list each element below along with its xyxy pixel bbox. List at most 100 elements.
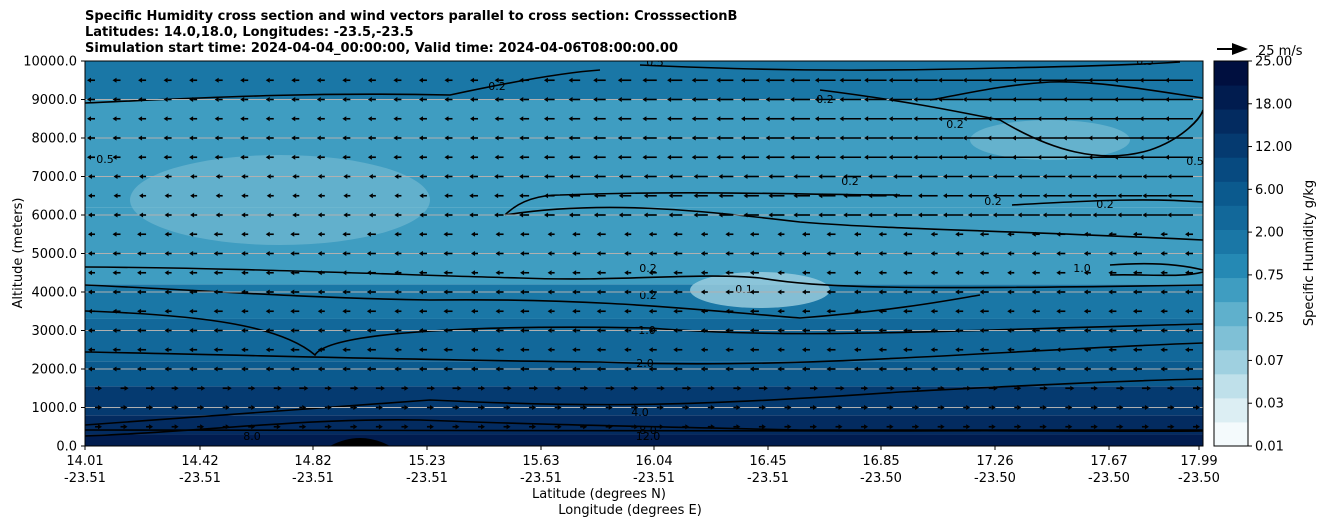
wind-vector-2-17 [519, 116, 530, 122]
wind-head [241, 174, 246, 179]
wind-head [1017, 424, 1022, 430]
wind-vector-17-21 [631, 405, 639, 410]
wind-head [1132, 366, 1137, 372]
wind-head [495, 289, 500, 295]
wind-vector-8-41 [1132, 231, 1142, 237]
wind-head [444, 154, 449, 160]
wind-vector-12-17 [520, 308, 530, 314]
wind-vector-12-27 [777, 308, 785, 314]
wind-vector-15-38 [1056, 366, 1066, 372]
wind-vector-13-4 [189, 328, 198, 333]
wind-head [992, 193, 997, 199]
wind-head [1119, 405, 1124, 410]
wind-head [291, 135, 296, 141]
wind-head [864, 97, 869, 102]
wind-head [673, 328, 678, 333]
wind-head [826, 251, 831, 256]
wind-vector-4-38 [1037, 154, 1066, 160]
wind-vector-17-7 [273, 405, 281, 410]
wind-vector-0-35 [962, 77, 989, 83]
wind-head [112, 231, 117, 237]
colorbar-segment-7 [1214, 253, 1248, 279]
wind-vector-2-18 [543, 116, 555, 122]
wind-vector-12-10 [342, 308, 351, 314]
wind-vector-2-37 [1011, 116, 1040, 122]
wind-vector-10-23 [673, 270, 683, 276]
wind-head [693, 193, 698, 199]
wind-vector-5-22 [643, 174, 657, 179]
wind-head [494, 77, 499, 83]
wind-head [1185, 347, 1189, 353]
colorbar-segment-15 [1214, 61, 1248, 86]
wind-head [1083, 231, 1088, 237]
wind-vector-15-35 [979, 366, 989, 372]
wind-vector-14-12 [394, 347, 402, 353]
wind-vector-16-0 [95, 385, 102, 391]
wind-head [1108, 251, 1113, 256]
wind-head [520, 270, 525, 276]
wind-vector-17-5 [222, 405, 230, 410]
wind-vector-10-30 [854, 270, 862, 276]
wind-head [213, 270, 218, 276]
wind-vector-8-17 [520, 231, 530, 237]
wind-vector-13-9 [317, 328, 325, 333]
wind-head [547, 366, 552, 372]
wind-vector-8-34 [955, 231, 964, 237]
wind-head [443, 366, 448, 372]
wind-head [471, 251, 476, 256]
wind-vector-1-16 [494, 97, 504, 102]
wind-head [213, 308, 218, 314]
wind-vector-17-43 [1193, 405, 1200, 410]
wind-head [444, 135, 449, 141]
x-tick-lat-3: 15.23 [408, 454, 445, 469]
wind-vector-7-8 [292, 212, 300, 218]
wind-head [741, 97, 746, 102]
wind-vector-10-36 [1007, 270, 1015, 276]
wind-head [1011, 116, 1016, 122]
wind-vector-7-20 [593, 212, 606, 218]
wind-vector-14-17 [520, 347, 530, 353]
wind-vector-8-36 [1007, 231, 1015, 237]
wind-head [1031, 270, 1036, 276]
wind-head [164, 289, 169, 295]
wind-head [418, 135, 423, 141]
wind-vector-5-1 [113, 174, 121, 179]
colorbar-segment-3 [1214, 349, 1248, 375]
wind-vector-6-40 [1092, 193, 1117, 199]
wind-head [1031, 347, 1036, 353]
wind-head [736, 424, 741, 430]
wind-vector-15-2 [137, 366, 147, 372]
wind-head [189, 328, 194, 333]
wind-vector-4-33 [913, 154, 938, 160]
x-tick-lat-0: 14.01 [66, 454, 103, 469]
wind-head [163, 154, 168, 160]
wind-vector-2-1 [112, 116, 121, 122]
wind-vector-17-35 [988, 405, 996, 410]
wind-vector-2-29 [814, 116, 836, 122]
wind-vector-12-9 [317, 308, 325, 314]
wind-vector-7-35 [967, 212, 989, 218]
wind-head [642, 135, 647, 141]
wind-vector-13-37 [1031, 328, 1040, 333]
wind-vector-3-18 [543, 135, 555, 141]
wind-head [201, 385, 206, 391]
wind-vector-2-42 [1139, 116, 1168, 122]
wind-head [1144, 405, 1149, 410]
wind-head [801, 308, 806, 314]
wind-vector-6-22 [643, 193, 657, 199]
wind-head [443, 347, 448, 353]
wind-vector-4-37 [1011, 154, 1040, 160]
wind-head [648, 289, 653, 295]
wind-vector-8-32 [903, 231, 913, 237]
wind-vector-8-24 [700, 231, 708, 237]
wind-vector-5-19 [568, 174, 581, 179]
wind-vector-12-15 [471, 308, 479, 314]
wind-vector-3-37 [1011, 135, 1040, 141]
y-axis-ticks: 0.01000.02000.03000.04000.05000.06000.07… [23, 55, 85, 455]
contour-line-7 [504, 206, 1203, 241]
wind-vector-11-11 [366, 289, 376, 295]
wind-head [648, 251, 653, 256]
wind-vector-12-18 [547, 308, 555, 314]
wind-vector-0-7 [265, 77, 274, 83]
wind-vector-4-15 [470, 154, 479, 160]
